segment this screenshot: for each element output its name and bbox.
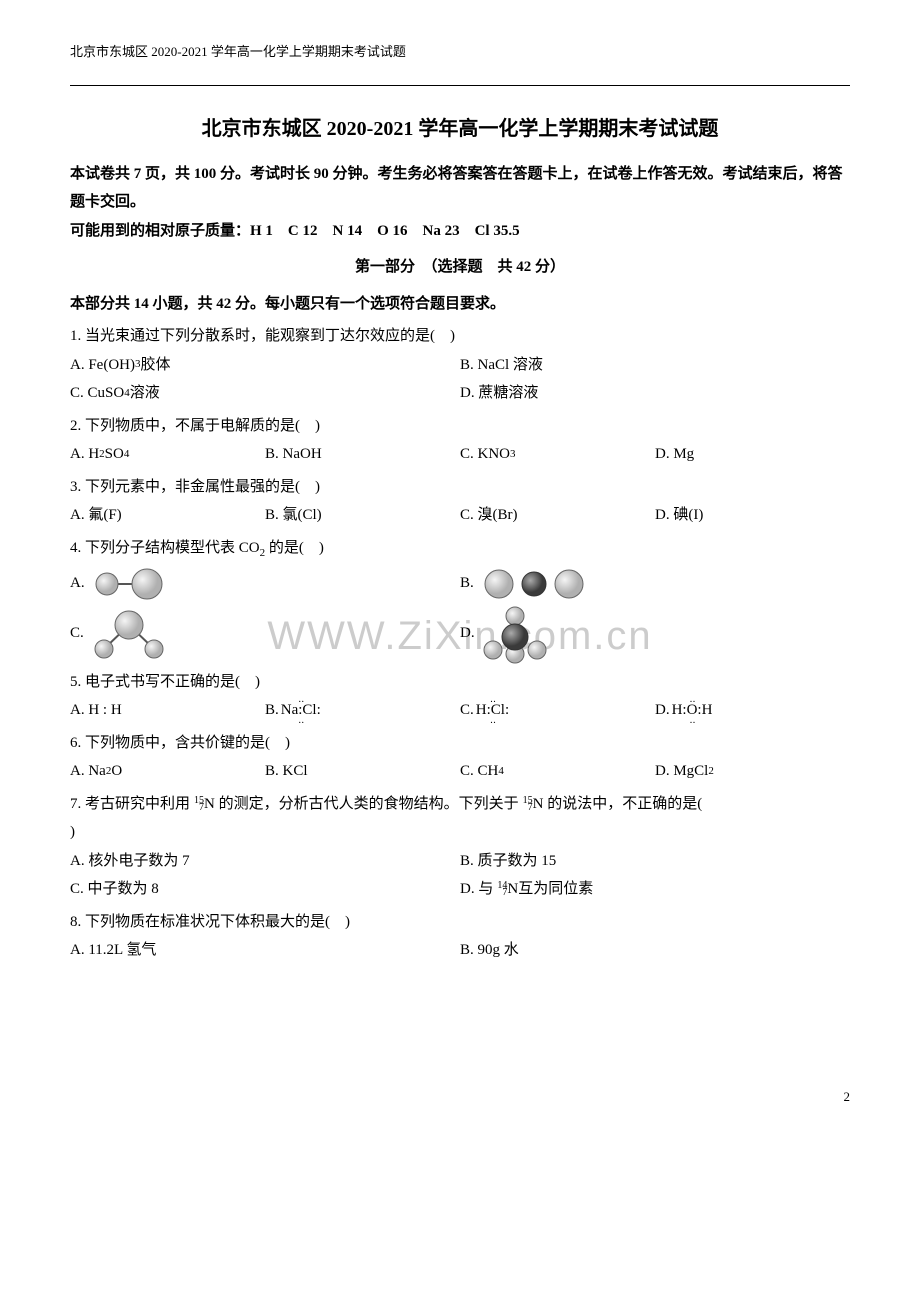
- q7-d-pre: D. 与: [460, 875, 493, 904]
- q7-d-iso-e: N: [507, 875, 518, 904]
- q7-options: A. 核外电子数为 7 B. 质子数为 15 C. 中子数为 8 D. 与147…: [70, 847, 850, 904]
- q7-opt-a: A. 核外电子数为 7: [70, 847, 460, 876]
- q5-options: A. H : H B. . .Na:Cl:. . C. . .H:Cl:. . …: [70, 696, 850, 725]
- q7-opt-b: B. 质子数为 15: [460, 847, 850, 876]
- q6-stem: 6. 下列物质中，含共价键的是( ): [70, 729, 850, 758]
- q2-stem: 2. 下列物质中，不属于电解质的是( ): [70, 412, 850, 441]
- q5-opt-d: D. . .H:O:H. .: [655, 696, 850, 725]
- q4-b-molecule-icon: [474, 564, 594, 604]
- q2-c-sub: 3: [510, 444, 516, 465]
- q8-opt-a: A. 11.2L 氢气: [70, 936, 460, 965]
- q6-a-suf: O: [111, 757, 122, 786]
- q2-opt-d: D. Mg: [655, 440, 850, 469]
- q3-opt-b: B. 氯(Cl): [265, 501, 460, 530]
- q4-suf: 的是( ): [265, 540, 324, 556]
- q4-c-label: C.: [70, 619, 84, 648]
- q6-opt-d: D. MgCl2: [655, 757, 850, 786]
- q8-opt-b: B. 90g 水: [460, 936, 850, 965]
- q1-c-pre: C. CuSO: [70, 379, 124, 408]
- q4-opt-a: A.: [70, 564, 460, 604]
- q3-options: A. 氟(F) B. 氯(Cl) C. 溴(Br) D. 碘(I): [70, 501, 850, 530]
- q5-d-pre: D.: [655, 696, 670, 725]
- page-header: 北京市东城区 2020-2021 学年高一化学上学期期末考试试题: [70, 40, 850, 65]
- q3-opt-c: C. 溴(Br): [460, 501, 655, 530]
- q6-d-pre: D. MgCl: [655, 757, 708, 786]
- q1-opt-c: C. CuSO4溶液: [70, 379, 460, 408]
- q7-mid: 的测定，分析古代人类的食物结构。下列关于: [215, 796, 519, 812]
- q4-a-molecule-icon: [85, 564, 175, 604]
- exam-title: 北京市东城区 2020-2021 学年高一化学上学期期末考试试题: [70, 110, 850, 148]
- q7-stem: 7. 考古研究中利用157N 的测定，分析古代人类的食物结构。下列关于157N …: [70, 790, 850, 819]
- q7-iso1-e: N: [204, 796, 215, 812]
- q3-stem: 3. 下列元素中，非金属性最强的是( ): [70, 473, 850, 502]
- q1-c-suf: 溶液: [130, 379, 160, 408]
- q6-c-sub: 4: [498, 761, 504, 782]
- q8-stem: 8. 下列物质在标准状况下体积最大的是( ): [70, 908, 850, 937]
- q4-a-label: A.: [70, 569, 85, 598]
- q2-options: A. H2SO4 B. NaOH C. KNO3 D. Mg: [70, 440, 850, 469]
- q4-pre: 4. 下列分子结构模型代表 CO: [70, 540, 260, 556]
- q1-stem: 1. 当光束通过下列分散系时，能观察到丁达尔效应的是( ): [70, 322, 850, 351]
- section-1-note: 本部分共 14 小题，共 42 分。每小题只有一个选项符合题目要求。: [70, 290, 850, 319]
- q4-c-molecule-icon: [84, 609, 174, 659]
- q2-c-pre: C. KNO: [460, 440, 510, 469]
- q5-c-pre: C.: [460, 696, 474, 725]
- q7-d-iso: 147: [493, 880, 507, 898]
- q4-opt-d: D.: [460, 604, 850, 664]
- page-number: 2: [70, 1085, 850, 1110]
- q7-pre: 7. 考古研究中利用: [70, 796, 190, 812]
- q1-a-suf: 胶体: [141, 351, 171, 380]
- exam-instructions-1: 本试卷共 7 页，共 100 分。考试时长 90 分钟。考生务必将答案答在答题卡…: [70, 160, 850, 217]
- q5-b-pre: B.: [265, 696, 279, 725]
- q5-b-lewis: . .Na:Cl:. .: [279, 703, 323, 718]
- q1-opt-d: D. 蔗糖溶液: [460, 379, 850, 408]
- q1-opt-b: B. NaCl 溶液: [460, 351, 850, 380]
- q4-options-row2: C. D.: [70, 604, 850, 664]
- q6-opt-b: B. KCl: [265, 757, 460, 786]
- q6-a-pre: A. Na: [70, 757, 106, 786]
- q2-opt-b: B. NaOH: [265, 440, 460, 469]
- q1-options: A. Fe(OH)3胶体 B. NaCl 溶液 C. CuSO4溶液 D. 蔗糖…: [70, 351, 850, 408]
- q7-iso2: 157: [519, 795, 533, 813]
- q7-d-suf: 互为同位素: [518, 875, 593, 904]
- q7-iso1: 157: [190, 795, 204, 813]
- q4-opt-b: B.: [460, 564, 850, 604]
- q4-d-label: D.: [460, 619, 475, 648]
- q2-opt-a: A. H2SO4: [70, 440, 265, 469]
- q5-opt-a: A. H : H: [70, 696, 265, 725]
- q4-options-row1: A. B.: [70, 564, 850, 604]
- q7-close: ): [70, 818, 850, 847]
- q5-opt-b: B. . .Na:Cl:. .: [265, 696, 460, 725]
- q8-options: A. 11.2L 氢气 B. 90g 水: [70, 936, 850, 965]
- q3-opt-a: A. 氟(F): [70, 501, 265, 530]
- section-1-header: 第一部分 （选择题 共 42 分）: [70, 253, 850, 282]
- q5-d-lewis: . .H:O:H. .: [670, 703, 715, 718]
- q4-b-label: B.: [460, 569, 474, 598]
- q6-options: A. Na2O B. KCl C. CH4 D. MgCl2: [70, 757, 850, 786]
- q1-opt-a: A. Fe(OH)3胶体: [70, 351, 460, 380]
- q7-opt-c: C. 中子数为 8: [70, 875, 460, 904]
- q6-d-sub: 2: [708, 761, 714, 782]
- q7-opt-d: D. 与147N 互为同位素: [460, 875, 850, 904]
- q7-suf: 的说法中，不正确的是(: [543, 796, 702, 812]
- q1-a-pre: A. Fe(OH): [70, 351, 135, 380]
- q7-iso2-e: N: [533, 796, 544, 812]
- q2-a-pre: A. H: [70, 440, 99, 469]
- q3-opt-d: D. 碘(I): [655, 501, 850, 530]
- q5-opt-c: C. . .H:Cl:. .: [460, 696, 655, 725]
- q2-opt-c: C. KNO3: [460, 440, 655, 469]
- q5-c-lewis: . .H:Cl:. .: [474, 703, 511, 718]
- exam-instructions-2: 可能用到的相对原子质量：H 1 C 12 N 14 O 16 Na 23 Cl …: [70, 217, 850, 246]
- q6-opt-c: C. CH4: [460, 757, 655, 786]
- q6-c-pre: C. CH: [460, 757, 498, 786]
- q4-opt-c: C.: [70, 609, 460, 659]
- q2-a-sub2: 4: [124, 444, 130, 465]
- q4-stem: 4. 下列分子结构模型代表 CO2 的是( ): [70, 534, 850, 564]
- q4-d-molecule-icon: [475, 604, 555, 664]
- q6-opt-a: A. Na2O: [70, 757, 265, 786]
- header-rule: [70, 85, 850, 86]
- q2-a-mid: SO: [105, 440, 124, 469]
- q5-stem: 5. 电子式书写不正确的是( ): [70, 668, 850, 697]
